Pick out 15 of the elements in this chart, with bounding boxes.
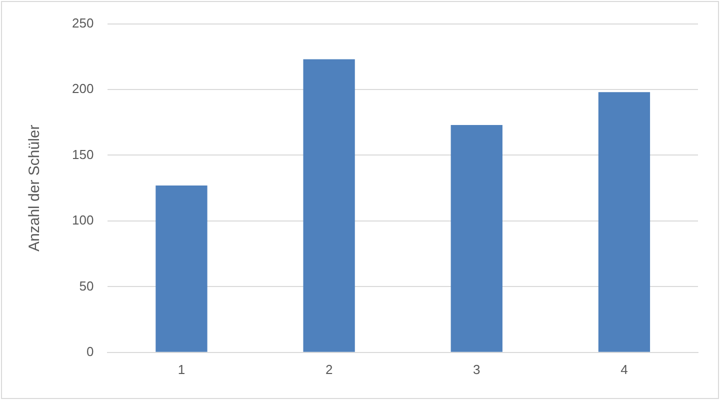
y-tick-label: 250 — [72, 15, 94, 30]
x-tick-label: 4 — [620, 362, 628, 377]
x-tick-label: 2 — [325, 362, 333, 377]
y-tick-label: 50 — [79, 278, 94, 294]
bar — [156, 185, 208, 352]
bar — [303, 59, 355, 352]
bar — [598, 92, 650, 352]
y-tick-label: 200 — [72, 81, 94, 96]
y-tick-label: 100 — [72, 212, 94, 228]
y-tick-label: 0 — [86, 344, 94, 359]
bar — [450, 125, 502, 352]
x-tick-label: 1 — [178, 362, 186, 377]
y-tick-label: 150 — [72, 146, 94, 162]
x-tick-label: 3 — [473, 362, 480, 377]
y-axis-title: Anzahl der Schüler — [26, 124, 44, 252]
